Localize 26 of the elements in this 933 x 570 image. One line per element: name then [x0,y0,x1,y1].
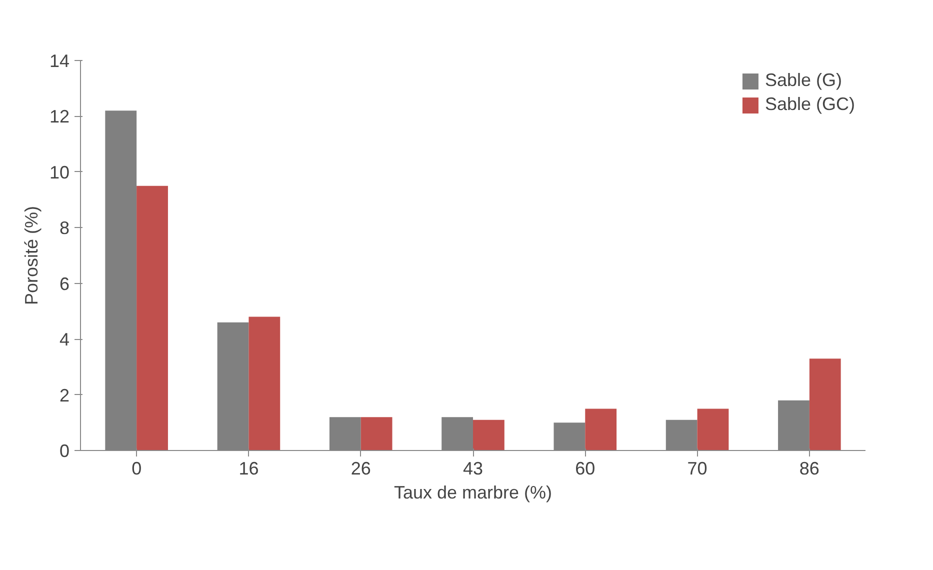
bar [136,186,168,450]
bar [697,408,729,450]
y-tick-label: 12 [49,106,70,127]
legend-label: Sable (G) [764,70,842,91]
y-tick-label: 4 [59,330,70,350]
x-tick-label: 60 [575,458,596,478]
x-tick-label: 86 [799,458,820,478]
y-axis-title: Porosité (%) [21,206,42,306]
x-tick-label: 16 [238,458,259,478]
bar [473,420,504,450]
y-tick-label: 0 [59,441,70,461]
y-tick-label: 14 [49,51,70,71]
y-tick-label: 10 [49,162,70,182]
y-tick-label: 6 [59,274,70,294]
bar [360,417,392,450]
bar [585,408,617,450]
x-axis-title: Taux de marbre (%) [394,482,552,502]
legend-label: Sable (GC) [764,94,855,115]
y-tick-label: 8 [59,218,70,238]
x-tick-label: 0 [132,458,142,478]
y-tick-label: 2 [59,385,70,406]
bar [248,316,280,450]
x-tick-label: 43 [462,458,484,478]
x-tick-label: 26 [350,458,371,478]
bar [809,358,841,450]
x-tick-label: 70 [687,458,708,478]
